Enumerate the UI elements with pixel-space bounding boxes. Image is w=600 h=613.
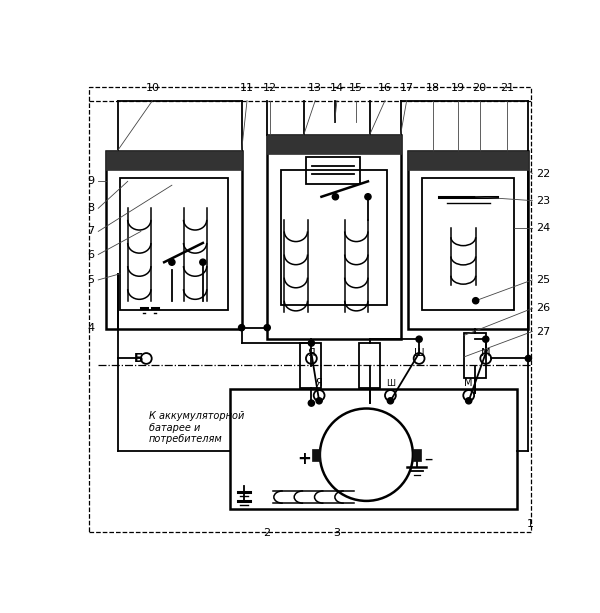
Text: 19: 19: [451, 83, 465, 93]
Text: 6: 6: [88, 249, 94, 259]
Text: 1: 1: [527, 519, 534, 529]
Text: Б: Б: [134, 352, 143, 365]
Bar: [413, 449, 421, 461]
Text: Ш: Ш: [386, 379, 395, 387]
Bar: [106, 151, 242, 170]
Text: –: –: [424, 449, 433, 468]
Text: 22: 22: [536, 169, 550, 178]
Text: 12: 12: [263, 83, 277, 93]
Text: 15: 15: [349, 83, 364, 93]
Text: 11: 11: [240, 83, 254, 93]
Text: 27: 27: [536, 327, 550, 337]
Circle shape: [239, 324, 245, 331]
Text: 25: 25: [536, 275, 550, 285]
Text: 23: 23: [536, 196, 550, 205]
Circle shape: [365, 194, 371, 200]
Text: 2: 2: [263, 528, 270, 538]
Circle shape: [332, 194, 338, 200]
Bar: [230, 389, 517, 509]
Text: Я: Я: [308, 348, 315, 357]
Text: 20: 20: [472, 83, 487, 93]
Bar: [281, 170, 386, 305]
Text: 18: 18: [426, 83, 440, 93]
Text: К аккумуляторной
батарее и
потребителям: К аккумуляторной батарее и потребителям: [149, 411, 244, 444]
Text: 16: 16: [378, 83, 392, 93]
Bar: [422, 178, 514, 310]
Text: 26: 26: [536, 303, 550, 313]
Bar: [120, 178, 227, 310]
Text: 4: 4: [87, 322, 94, 333]
Text: 24: 24: [536, 223, 550, 232]
Text: Я: Я: [316, 378, 323, 387]
Bar: [408, 151, 529, 170]
Text: 13: 13: [308, 83, 322, 93]
Circle shape: [525, 356, 532, 362]
Circle shape: [308, 400, 314, 406]
Circle shape: [473, 298, 479, 304]
Text: 17: 17: [400, 83, 414, 93]
Bar: [464, 333, 486, 378]
Text: 10: 10: [146, 83, 160, 93]
Text: 9: 9: [87, 177, 94, 186]
Text: 14: 14: [330, 83, 344, 93]
Text: 3: 3: [334, 528, 340, 538]
Bar: [300, 343, 322, 387]
Circle shape: [264, 324, 271, 331]
Text: 8: 8: [87, 204, 94, 213]
Circle shape: [416, 336, 422, 342]
Text: 5: 5: [88, 275, 94, 285]
Circle shape: [200, 259, 206, 265]
Bar: [359, 343, 380, 387]
Bar: [267, 135, 401, 154]
Circle shape: [308, 340, 314, 346]
Text: +: +: [298, 449, 311, 468]
Circle shape: [466, 398, 472, 404]
Bar: [106, 151, 242, 329]
Text: М: М: [464, 378, 473, 387]
Text: 7: 7: [87, 226, 94, 237]
Circle shape: [316, 398, 322, 404]
Text: Ш: Ш: [414, 348, 424, 357]
Bar: [306, 157, 360, 184]
Bar: [408, 151, 529, 329]
Bar: [267, 135, 401, 339]
Circle shape: [482, 336, 489, 342]
Circle shape: [388, 398, 394, 404]
Bar: [312, 449, 320, 461]
Circle shape: [169, 259, 175, 265]
Text: 21: 21: [500, 83, 515, 93]
Text: М: М: [481, 348, 491, 357]
